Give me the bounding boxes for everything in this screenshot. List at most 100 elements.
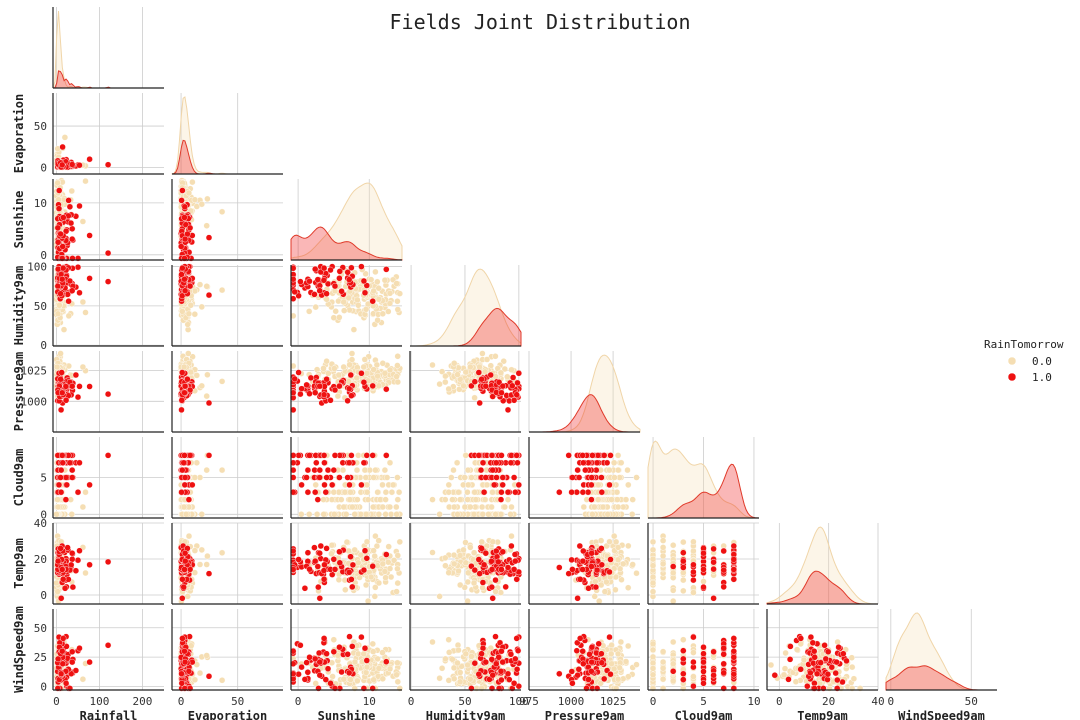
panel-evaporation-vs-evaporation <box>171 93 283 175</box>
point-temp9am-humidity9am-s0 <box>460 546 467 554</box>
point-humidity9am-sunshine-s0 <box>379 310 386 317</box>
point-temp9am-evaporation-s0 <box>196 561 204 568</box>
point-temp9am-rainfall-s1 <box>54 557 62 565</box>
point-humidity9am-sunshine-s0 <box>290 312 297 320</box>
point-temp9am-sunshine-s1 <box>304 549 312 556</box>
point-cloud9am-pressure9am-s0 <box>615 466 622 474</box>
point-humidity9am-sunshine-s1 <box>290 265 297 272</box>
point-temp9am-humidity9am-s1 <box>489 595 496 602</box>
point-pressure9am-evaporation-s0 <box>204 371 211 378</box>
y-tick-label-humidity9am: 100 <box>27 261 47 274</box>
point-temp9am-sunshine-s0 <box>364 597 372 605</box>
point-cloud9am-humidity9am-s1 <box>475 452 482 459</box>
point-cloud9am-pressure9am-s1 <box>565 452 572 459</box>
point-temp9am-sunshine-s0 <box>379 560 386 568</box>
point-temp9am-humidity9am-s0 <box>457 581 464 589</box>
point-cloud9am-pressure9am-s0 <box>618 459 625 466</box>
point-sunshine-rainfall-s1 <box>57 230 64 238</box>
point-cloud9am-humidity9am-s0 <box>488 503 495 511</box>
point-temp9am-sunshine-s0 <box>363 538 371 545</box>
panel-temp9am-vs-sunshine <box>290 522 403 605</box>
point-humidity9am-sunshine-s1 <box>331 282 339 290</box>
point-temp9am-sunshine-s0 <box>375 579 383 587</box>
point-temp9am-sunshine-s0 <box>343 538 351 546</box>
point-cloud9am-pressure9am-s0 <box>633 474 640 481</box>
point-humidity9am-sunshine-s0 <box>393 280 400 287</box>
point-pressure9am-humidity9am-s0 <box>479 350 486 357</box>
point-cloud9am-sunshine-s1 <box>298 481 305 489</box>
point-pressure9am-humidity9am-s1 <box>514 379 521 387</box>
point-cloud9am-pressure9am-s0 <box>613 489 621 496</box>
point-cloud9am-humidity9am-s0 <box>461 503 469 511</box>
point-cloud9am-humidity9am-s0 <box>485 511 492 518</box>
point-cloud9am-pressure9am-s0 <box>606 466 613 474</box>
point-cloud9am-pressure9am-s0 <box>610 459 618 466</box>
point-sunshine-rainfall-s1 <box>104 249 112 257</box>
point-humidity9am-sunshine-s1 <box>320 277 328 284</box>
point-cloud9am-pressure9am-s1 <box>569 474 576 481</box>
point-cloud9am-sunshine-s0 <box>361 466 369 474</box>
point-temp9am-pressure9am-s0 <box>625 542 632 550</box>
point-cloud9am-pressure9am-s1 <box>603 459 611 466</box>
y-axis-label-pressure9am: Pressure9am <box>12 352 26 431</box>
point-evaporation-rainfall-s1 <box>68 161 76 168</box>
point-cloud9am-evaporation-s1 <box>179 466 186 474</box>
point-temp9am-humidity9am-s1 <box>498 566 505 573</box>
point-humidity9am-sunshine-s0 <box>340 298 347 306</box>
point-cloud9am-sunshine-s0 <box>370 503 377 511</box>
point-pressure9am-sunshine-s0 <box>379 360 386 367</box>
panel-sunshine-vs-sunshine <box>290 179 403 261</box>
point-humidity9am-sunshine-s1 <box>346 276 353 283</box>
point-cloud9am-sunshine-s0 <box>298 511 305 518</box>
point-cloud9am-humidity9am-s1 <box>499 481 506 489</box>
point-temp9am-sunshine-s1 <box>316 595 323 602</box>
point-cloud9am-sunshine-s1 <box>330 466 337 474</box>
point-temp9am-sunshine-s0 <box>370 547 377 554</box>
point-cloud9am-evaporation-s1 <box>178 489 185 496</box>
point-humidity9am-evaporation-s0 <box>187 302 195 309</box>
point-cloud9am-sunshine-s0 <box>377 496 384 503</box>
point-pressure9am-sunshine-s0 <box>346 361 353 368</box>
point-temp9am-evaporation-s1 <box>182 557 189 565</box>
point-cloud9am-sunshine-s0 <box>386 503 394 511</box>
point-cloud9am-pressure9am-s0 <box>624 466 631 474</box>
point-temp9am-rainfall-s0 <box>82 569 89 577</box>
point-cloud9am-rainfall-s0 <box>68 511 76 518</box>
point-humidity9am-sunshine-s0 <box>355 302 362 309</box>
y-tick-label-temp9am: 40 <box>34 517 47 530</box>
point-humidity9am-sunshine-s0 <box>364 300 372 308</box>
point-cloud9am-sunshine-s0 <box>364 489 371 496</box>
point-cloud9am-pressure9am-s1 <box>598 474 605 481</box>
point-temp9am-humidity9am-s1 <box>499 548 506 555</box>
point-pressure9am-evaporation-s1 <box>184 376 191 383</box>
point-temp9am-sunshine-s1 <box>369 563 376 570</box>
point-pressure9am-sunshine-s1 <box>307 374 315 382</box>
point-pressure9am-humidity9am-s1 <box>476 399 483 407</box>
point-sunshine-evaporation-s0 <box>191 196 199 203</box>
point-pressure9am-humidity9am-s0 <box>462 368 469 376</box>
point-pressure9am-humidity9am-s0 <box>483 356 491 363</box>
point-sunshine-rainfall-s1 <box>67 219 75 227</box>
point-cloud9am-humidity9am-s1 <box>498 489 505 496</box>
point-temp9am-humidity9am-s0 <box>478 538 485 546</box>
panel-cloud9am-vs-humidity9am <box>409 437 522 519</box>
point-cloud9am-sunshine-s1 <box>316 466 323 474</box>
point-cloud9am-humidity9am-s1 <box>489 466 496 474</box>
point-cloud9am-humidity9am-s0 <box>492 511 499 518</box>
point-pressure9am-humidity9am-s0 <box>481 368 489 375</box>
point-humidity9am-rainfall-s0 <box>65 312 73 320</box>
point-pressure9am-sunshine-s1 <box>347 371 354 379</box>
point-cloud9am-sunshine-s1 <box>358 481 365 489</box>
point-cloud9am-sunshine-s0 <box>346 496 354 503</box>
point-cloud9am-sunshine-s0 <box>364 496 372 503</box>
y-tick-label-temp9am: 0 <box>40 589 47 602</box>
point-cloud9am-humidity9am-s0 <box>455 489 462 496</box>
point-pressure9am-rainfall-s1 <box>72 371 80 379</box>
plot-grid: 050Evaporation010Sunshine050100Humidity9… <box>12 7 997 720</box>
panel-pressure9am-vs-sunshine <box>290 350 403 433</box>
point-cloud9am-humidity9am-s0 <box>445 489 452 496</box>
point-cloud9am-humidity9am-s0 <box>501 503 508 511</box>
point-temp9am-humidity9am-s1 <box>510 566 518 573</box>
